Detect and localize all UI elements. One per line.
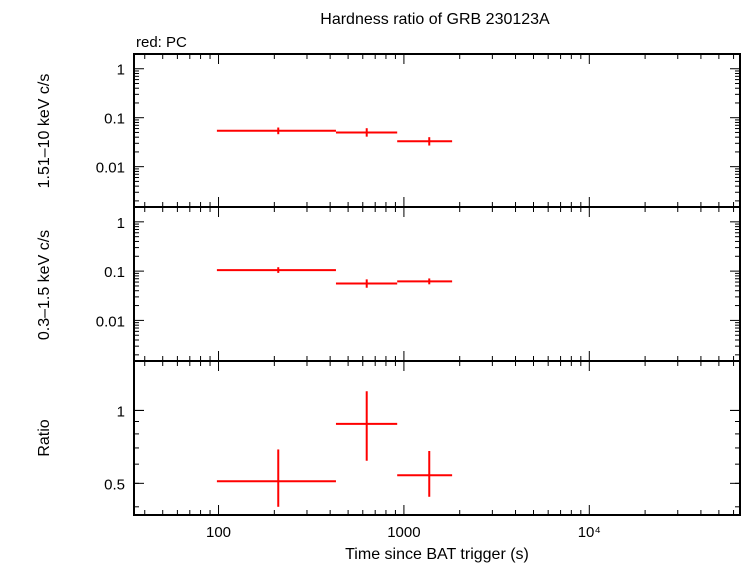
data-point <box>397 278 453 285</box>
y-tick-label: 1 <box>117 403 125 420</box>
y-tick-label: 0.01 <box>96 160 125 177</box>
panel-soft-band: 1 0.1 0.01 <box>96 206 741 362</box>
x-axis-label: Time since BAT trigger (s) <box>345 546 529 563</box>
x-tick-label: 100 <box>206 524 231 541</box>
y-axis-label-ratio: Ratio <box>36 419 53 456</box>
data-point <box>397 137 453 146</box>
y-tick-label: 0.01 <box>96 313 125 330</box>
data-point <box>216 267 336 273</box>
panel-frame <box>133 360 741 516</box>
y-tick-label: 0.5 <box>104 476 125 493</box>
data-point <box>216 127 336 135</box>
x-tick-label: 10⁴ <box>578 524 601 541</box>
panel-ratio: 10.5 <box>104 360 741 516</box>
y-axis-label-hard: 1.51–10 keV c/s <box>36 74 53 189</box>
y-tick-label: 0.1 <box>104 111 125 128</box>
y-tick-label: 1 <box>117 215 125 232</box>
panel-hard-band: 1 0.1 0.01 <box>96 53 741 208</box>
y-tick-label: 1 <box>117 62 125 79</box>
data-point <box>397 450 453 497</box>
panel-frame <box>133 206 741 362</box>
y-axis-label-soft: 0.3–1.5 keV c/s <box>36 230 53 340</box>
data-point <box>335 391 398 461</box>
y-tick-label: 0.1 <box>104 264 125 281</box>
data-point <box>216 449 336 507</box>
data-point <box>335 128 398 137</box>
data-point <box>335 279 398 288</box>
chart-subtitle: red: PC <box>136 34 187 51</box>
chart-title: Hardness ratio of GRB 230123A <box>320 11 550 28</box>
x-tick-label: 1000 <box>387 524 420 541</box>
